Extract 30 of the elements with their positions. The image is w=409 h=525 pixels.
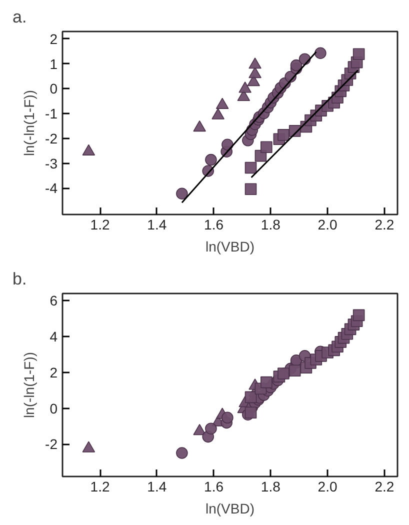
x-tick-label: 1.8 xyxy=(260,478,281,494)
x-tick-label: 2.2 xyxy=(374,216,394,232)
y-tick-label: 0 xyxy=(50,80,58,97)
y-tick-label: -2 xyxy=(45,130,58,146)
y-axis-title: ln(-ln(1-F)) xyxy=(21,352,38,418)
x-tick-label: 1.2 xyxy=(90,216,110,232)
x-tick-label: 1.6 xyxy=(204,478,224,494)
x-tick-label: 2.0 xyxy=(318,216,338,232)
y-tick-label: -1 xyxy=(45,106,58,122)
x-tick-label: 1.6 xyxy=(204,216,224,232)
x-tick-label: 1.4 xyxy=(147,216,167,232)
x-tick-label: 2.0 xyxy=(318,478,338,494)
x-tick-label: 2.2 xyxy=(374,478,394,494)
x-tick-label: 1.2 xyxy=(90,478,110,494)
y-tick-label: -4 xyxy=(45,180,58,196)
y-tick-label: -3 xyxy=(45,155,58,172)
x-tick-label: 1.4 xyxy=(147,478,167,494)
chart-title: b. xyxy=(12,270,27,288)
x-axis-title: ln(VBD) xyxy=(205,238,255,254)
y-tick-label: 1 xyxy=(50,56,58,72)
y-tick-label: 0 xyxy=(50,400,58,416)
y-tick-label: 2 xyxy=(50,30,58,47)
x-tick-label: 1.8 xyxy=(260,216,281,232)
y-tick-label: 2 xyxy=(50,364,58,380)
y-tick-label: 6 xyxy=(50,292,58,309)
y-tick-label: 4 xyxy=(50,328,58,345)
y-axis-title: ln(-ln(1-F)) xyxy=(21,90,38,156)
chart-title: a. xyxy=(12,8,27,26)
y-tick-label: -2 xyxy=(45,436,58,452)
x-axis-title: ln(VBD) xyxy=(205,500,255,516)
